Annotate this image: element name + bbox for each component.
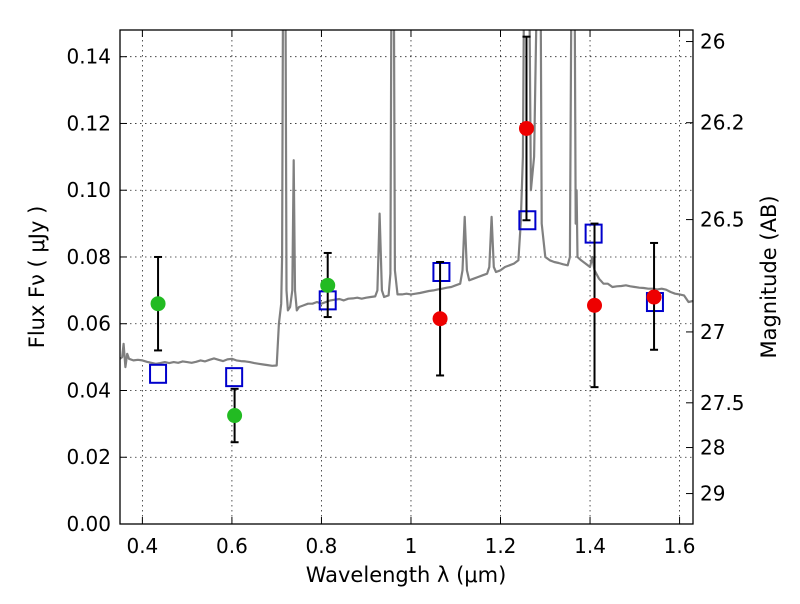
y-axis-right-label: Magnitude (AB) bbox=[757, 195, 781, 358]
y-axis-label: Flux Fν ( μJy ) bbox=[25, 206, 49, 349]
x-tick-label: 1 bbox=[405, 534, 418, 558]
observed-nir-point bbox=[518, 120, 534, 136]
observed-optical-point bbox=[150, 296, 166, 312]
plot-clip-group bbox=[120, 30, 693, 369]
y-tick-label: 0.06 bbox=[66, 312, 111, 336]
axes-frame bbox=[119, 29, 694, 525]
x-axis-label: Wavelength λ (μm) bbox=[306, 563, 507, 587]
y-tick-label: 0.12 bbox=[66, 111, 111, 135]
y-tick-label: 0.10 bbox=[66, 178, 111, 202]
x-tick-label: 0.8 bbox=[306, 534, 338, 558]
x-tick-label: 0.4 bbox=[126, 534, 158, 558]
right-tick-label: 26.2 bbox=[700, 111, 745, 135]
x-tick-label: 1.2 bbox=[485, 534, 517, 558]
y-tick-label: 0.02 bbox=[66, 445, 111, 469]
plot-area bbox=[120, 30, 693, 444]
observed-optical-point bbox=[227, 408, 243, 424]
model-photometry-square bbox=[432, 261, 451, 282]
x-tick-label: 1.4 bbox=[574, 534, 606, 558]
x-tick-label: 0.6 bbox=[216, 534, 248, 558]
y-tick-label: 0.00 bbox=[66, 512, 111, 536]
ticks: 0.4 0.6 0.8 1 1.2 1.4 1.6 0.00 0.02 0.04 0.06 0.08 0… bbox=[66, 30, 744, 558]
right-tick-label: 27.5 bbox=[700, 391, 745, 415]
right-tick-label: 27 bbox=[700, 320, 725, 344]
spectrum-line bbox=[120, 30, 693, 369]
grid bbox=[120, 30, 693, 525]
right-tick-label: 28 bbox=[700, 436, 725, 460]
y-tick-label: 0.04 bbox=[66, 378, 111, 402]
model-photometry-square bbox=[149, 363, 168, 384]
observed-nir-point bbox=[646, 289, 662, 305]
observed-nir-point bbox=[432, 311, 448, 327]
y-tick-label: 0.14 bbox=[66, 45, 111, 69]
model-photometry-square bbox=[225, 367, 244, 388]
observed-nir-point bbox=[587, 297, 603, 313]
y-tick-label: 0.08 bbox=[66, 245, 111, 269]
right-tick-label: 29 bbox=[700, 482, 725, 506]
x-tick-label: 1.6 bbox=[664, 534, 696, 558]
right-tick-label: 26.5 bbox=[700, 208, 745, 232]
observed-optical-point bbox=[320, 277, 336, 293]
right-tick-label: 26 bbox=[700, 30, 725, 54]
